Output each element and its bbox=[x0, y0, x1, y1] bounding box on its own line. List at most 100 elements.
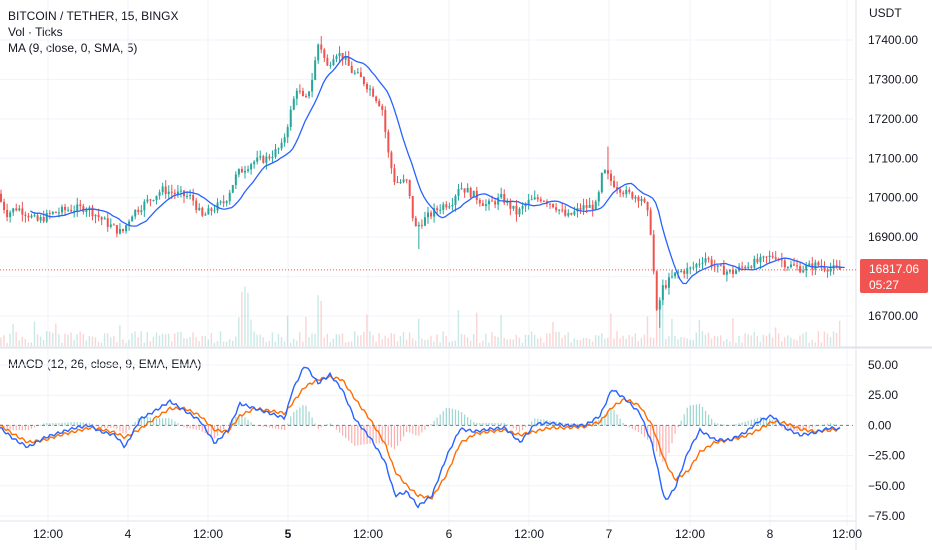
macd-histogram-bar bbox=[58, 422, 60, 426]
macd-histogram-bar bbox=[384, 425, 386, 444]
candle-body bbox=[597, 192, 600, 202]
macd-histogram-bar bbox=[360, 425, 362, 445]
macd-histogram-bar bbox=[525, 425, 527, 428]
macd-histogram-bar bbox=[747, 420, 749, 426]
volume-bar bbox=[140, 331, 142, 346]
ma-indicator-label[interactable]: MA (9, close, 0, SMA, 5) bbox=[8, 41, 138, 55]
candle-body bbox=[555, 207, 558, 211]
candle-body bbox=[79, 204, 82, 207]
candle-body bbox=[369, 88, 372, 90]
macd-histogram-bar bbox=[653, 425, 655, 447]
candle-body bbox=[539, 199, 542, 202]
volume-bar bbox=[311, 333, 313, 346]
candle-body bbox=[408, 179, 411, 196]
volume-bar bbox=[451, 341, 453, 346]
macd-histogram-bar bbox=[665, 425, 667, 463]
macd-histogram-bar bbox=[650, 425, 652, 443]
candle-body bbox=[783, 260, 786, 268]
candle-body bbox=[176, 191, 179, 194]
volume-bar bbox=[64, 333, 66, 346]
candle-body bbox=[671, 276, 673, 278]
candle-body bbox=[829, 268, 832, 272]
macd-histogram-bar bbox=[756, 417, 758, 426]
macd-histogram-bar bbox=[534, 418, 536, 426]
candle-body bbox=[109, 224, 112, 227]
macd-histogram-bar bbox=[473, 421, 475, 426]
candle-body bbox=[237, 169, 240, 175]
volume-bar bbox=[21, 336, 23, 346]
candle-body bbox=[628, 189, 631, 193]
macd-histogram-bar bbox=[439, 414, 441, 426]
candle-body bbox=[353, 72, 356, 74]
volume-bar bbox=[720, 335, 722, 346]
macd-histogram-bar bbox=[134, 421, 136, 426]
candle-body bbox=[728, 269, 731, 272]
symbol-title[interactable]: BITCOIN / TETHER, 15, BINGX bbox=[8, 9, 179, 23]
macd-histogram-bar bbox=[604, 414, 606, 426]
macd-histogram-bar bbox=[683, 414, 685, 426]
candle-body bbox=[39, 217, 42, 221]
candle-body bbox=[692, 267, 695, 269]
candle-body bbox=[707, 258, 710, 260]
macd-histogram-bar bbox=[470, 419, 472, 426]
macd-histogram-bar bbox=[88, 422, 91, 426]
volume-bar bbox=[110, 337, 112, 346]
candle-body bbox=[222, 201, 225, 204]
candle-body bbox=[356, 72, 359, 74]
volume-bar bbox=[421, 338, 423, 346]
volume-bar bbox=[460, 334, 463, 346]
signal-line bbox=[0, 374, 841, 500]
volume-bar bbox=[363, 331, 365, 346]
candle-body bbox=[201, 207, 204, 216]
candle-body bbox=[768, 255, 771, 258]
volume-bar bbox=[369, 331, 371, 346]
candle-body bbox=[405, 179, 408, 181]
candle-body bbox=[622, 192, 625, 195]
candle-body bbox=[399, 181, 402, 183]
volume-indicator-label[interactable]: Vol · Ticks bbox=[8, 25, 63, 39]
macd-indicator-label[interactable]: MACD (12, 26, close, 9, EMA, EMA) bbox=[8, 357, 202, 371]
currency-label[interactable]: USDT bbox=[869, 6, 902, 20]
volume-bar bbox=[326, 333, 328, 346]
candle-body bbox=[158, 192, 161, 196]
macd-tick-label: −75.00 bbox=[868, 509, 905, 523]
candle-body bbox=[689, 267, 692, 269]
volume-bar bbox=[27, 342, 30, 346]
candle-body bbox=[652, 234, 655, 272]
volume-bar bbox=[350, 341, 353, 346]
macd-histogram-bar bbox=[787, 425, 789, 431]
macd-histogram-bar bbox=[531, 421, 533, 426]
volume-bar bbox=[100, 342, 103, 346]
volume-bar bbox=[219, 331, 222, 346]
macd-histogram-bar bbox=[430, 423, 432, 426]
volume-bar bbox=[476, 312, 478, 346]
candle-body bbox=[497, 197, 500, 205]
macd-histogram-bar bbox=[101, 425, 103, 428]
candle-body bbox=[204, 214, 207, 216]
macd-histogram-bar bbox=[643, 425, 646, 437]
volume-bar bbox=[335, 334, 338, 346]
candle-body bbox=[161, 186, 164, 193]
volume-bar bbox=[713, 335, 716, 346]
volume-bar bbox=[393, 333, 396, 346]
candle-body bbox=[786, 267, 789, 269]
macd-histogram-bar bbox=[216, 425, 219, 436]
macd-histogram-bar bbox=[348, 425, 350, 441]
macd-histogram-bar bbox=[271, 425, 274, 429]
volume-bar bbox=[710, 338, 713, 346]
macd-histogram-bar bbox=[708, 414, 710, 426]
volume-bar bbox=[512, 339, 514, 346]
volume-bar bbox=[161, 333, 164, 346]
volume-bar bbox=[759, 341, 762, 346]
volume-bar bbox=[3, 335, 5, 346]
candle-body bbox=[167, 191, 170, 195]
macd-histogram-bar bbox=[738, 423, 740, 426]
candle-body bbox=[76, 204, 79, 211]
time-tick-label: 4 bbox=[125, 527, 132, 541]
candle-body bbox=[680, 270, 683, 272]
candle-body bbox=[457, 189, 460, 196]
macd-histogram-bar bbox=[616, 414, 618, 426]
volume-bar bbox=[372, 335, 374, 346]
macd-histogram-bar bbox=[555, 421, 557, 426]
